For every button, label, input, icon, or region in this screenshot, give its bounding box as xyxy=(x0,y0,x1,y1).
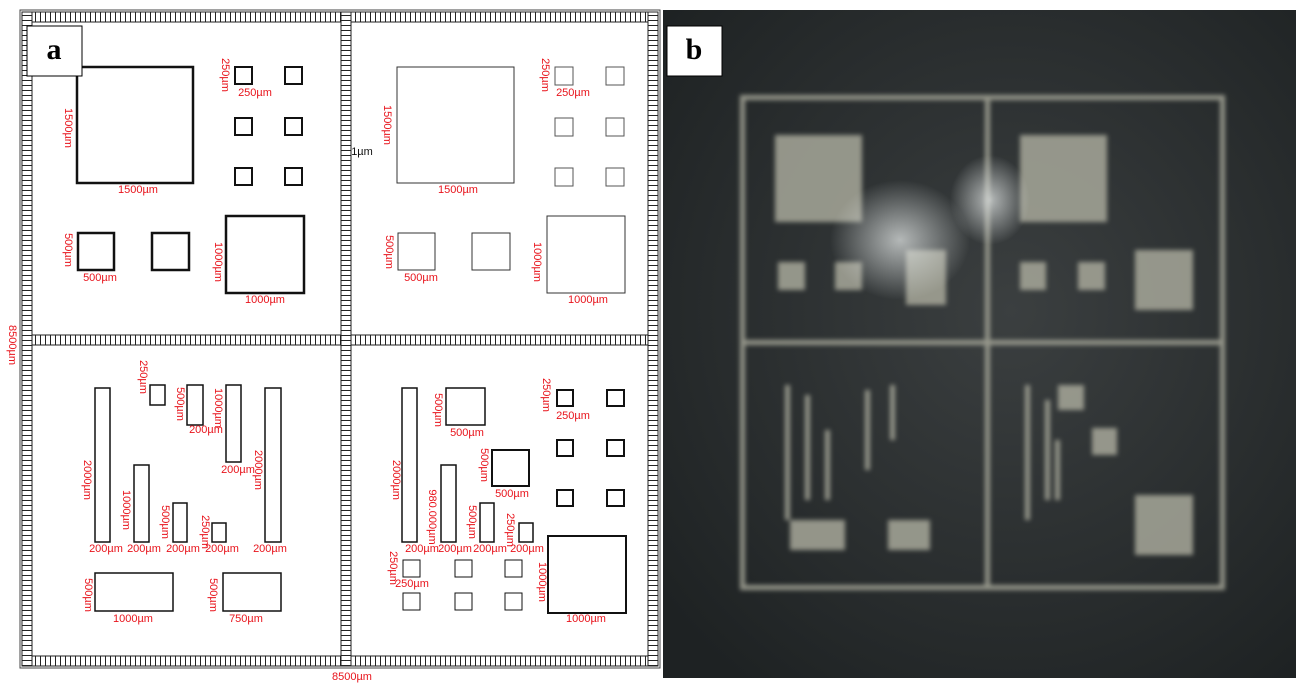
dimension-label: 500µm xyxy=(159,505,171,539)
dimension-label: 250µm xyxy=(556,410,590,422)
photo-feature xyxy=(1045,400,1050,500)
dimension-label: 8500µm xyxy=(6,325,18,365)
dimension-label: 250µm xyxy=(137,360,149,394)
photo-feature xyxy=(890,385,895,440)
dimension-label: 1000µm xyxy=(536,562,548,602)
hatch-frame xyxy=(22,12,32,666)
photo-feature xyxy=(740,340,1225,345)
dimension-label: 200µm xyxy=(221,464,255,476)
dimension-label: 1500µm xyxy=(381,105,393,145)
dimension-label: 250µm xyxy=(219,58,231,92)
hatch-frame xyxy=(22,12,658,22)
photo-feature xyxy=(1135,495,1193,555)
photo-feature xyxy=(1092,428,1117,455)
dimension-label: 500µm xyxy=(383,235,395,269)
dimension-label: 250µm xyxy=(556,87,590,99)
dimension-label: 200µm xyxy=(89,543,123,555)
dimension-label: 250µm xyxy=(238,87,272,99)
photo-feature xyxy=(740,95,1225,100)
photo-feature xyxy=(778,262,805,290)
dimension-label: 200µm xyxy=(127,543,161,555)
photo-feature xyxy=(1058,385,1084,410)
dimension-label: 500µm xyxy=(62,233,74,267)
dimension-label: 500µm xyxy=(174,387,186,421)
dimension-label: 1000µm xyxy=(531,242,543,282)
dimension-label: 2000µm xyxy=(390,460,402,500)
hatch-frame xyxy=(648,12,658,666)
dimension-label: 200µm xyxy=(405,543,439,555)
dimension-label: 500µm xyxy=(478,448,490,482)
layout-panel: a xyxy=(20,10,660,668)
dimension-label: 500µm xyxy=(207,578,219,612)
dimension-label: 250µm xyxy=(539,58,551,92)
photo-panel: b xyxy=(663,10,1296,678)
dimension-label: 1µm xyxy=(351,146,373,158)
dimension-label: 1000µm xyxy=(245,294,285,306)
dimension-label: 1000µm xyxy=(212,242,224,282)
dimension-label: 8500µm xyxy=(332,671,372,683)
glare xyxy=(950,155,1030,245)
panel-label: b xyxy=(686,33,703,66)
figure: a b 1500µm 1500µm 250µm 250µm 500µm 500µm 1000… xyxy=(0,0,1296,683)
dimension-label: 750µm xyxy=(229,613,263,625)
photo-feature xyxy=(740,585,1225,590)
photo-feature xyxy=(865,390,870,470)
dimension-label: 500µm xyxy=(404,272,438,284)
dimension-label: 200µm xyxy=(166,543,200,555)
photo-feature xyxy=(785,385,790,520)
dimension-label: 1000µm xyxy=(568,294,608,306)
glare xyxy=(830,180,970,300)
dimension-label: 1000µm xyxy=(113,613,153,625)
dimension-label: 1500µm xyxy=(62,108,74,148)
dimension-label: 2000µm xyxy=(81,460,93,500)
dimension-label: 1000µm xyxy=(212,388,224,428)
dimension-label: 500µm xyxy=(450,427,484,439)
dimension-label: 500µm xyxy=(82,578,94,612)
photo-feature xyxy=(805,395,810,500)
photo-feature xyxy=(1025,385,1030,520)
dimension-label: 200µm xyxy=(189,424,223,436)
dimension-label: 200µm xyxy=(205,543,239,555)
dimension-label: 250µm xyxy=(504,513,516,547)
dimension-label: 1000µm xyxy=(120,490,132,530)
photo-feature xyxy=(1020,262,1046,290)
dimension-label: 200µm xyxy=(438,543,472,555)
photo-feature xyxy=(1055,440,1060,500)
hatch-frame xyxy=(22,335,658,345)
hatch-frame xyxy=(341,12,351,666)
dimension-label: 1500µm xyxy=(118,184,158,196)
photo-feature xyxy=(1135,250,1193,310)
dimension-label: 200µm xyxy=(510,543,544,555)
dimension-label: 200µm xyxy=(253,543,287,555)
dimension-label: 1500µm xyxy=(438,184,478,196)
photo-feature xyxy=(790,520,845,550)
photo-feature xyxy=(888,520,930,550)
dimension-label: 500µm xyxy=(495,488,529,500)
photo-feature xyxy=(825,430,830,500)
dimension-label: 500µm xyxy=(466,505,478,539)
panel-label: a xyxy=(47,33,62,66)
dimension-label: 500µm xyxy=(432,393,444,427)
dimension-label: 980.000µm xyxy=(426,489,438,544)
dimension-label: 250µm xyxy=(395,578,429,590)
dimension-label: 500µm xyxy=(83,272,117,284)
photo-feature xyxy=(1020,135,1107,222)
dimension-label: 250µm xyxy=(540,378,552,412)
hatch-frame xyxy=(22,656,658,666)
dimension-label: 1000µm xyxy=(566,613,606,625)
dimension-label: 200µm xyxy=(473,543,507,555)
photo-feature xyxy=(1078,262,1105,290)
